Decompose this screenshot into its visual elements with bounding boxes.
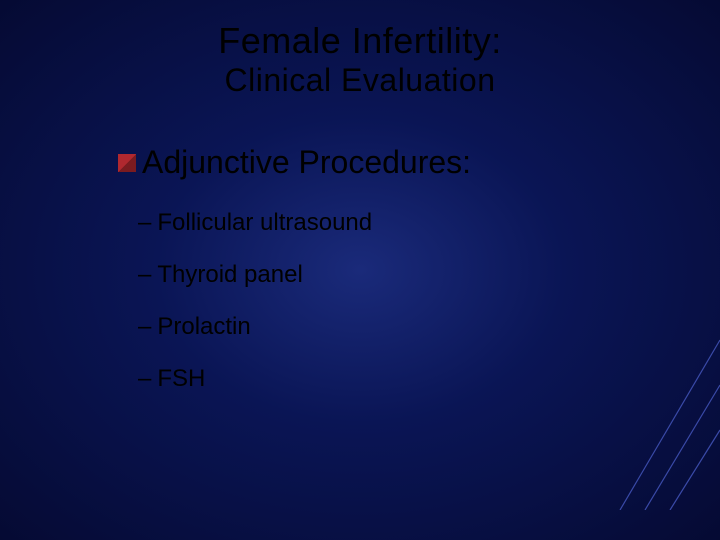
- title-block: Female Infertility: Clinical Evaluation: [0, 20, 720, 99]
- title-sub: Clinical Evaluation: [0, 62, 720, 99]
- dash-icon: –: [138, 313, 151, 340]
- dash-icon: –: [138, 365, 151, 392]
- bullet-level1: Adjunctive Procedures:: [118, 144, 720, 181]
- slide-container: Female Infertility: Clinical Evaluation …: [0, 0, 720, 540]
- bullet-level2-item: –Prolactin: [118, 313, 720, 341]
- level1-text: Adjunctive Procedures:: [142, 144, 471, 181]
- level2-text: Prolactin: [157, 313, 250, 340]
- bullet-level2-item: –Thyroid panel: [118, 261, 720, 289]
- dash-icon: –: [138, 209, 151, 236]
- bullet-level2-item: –Follicular ultrasound: [118, 209, 720, 237]
- level2-text: FSH: [157, 365, 205, 392]
- dash-icon: –: [138, 261, 151, 288]
- content-area: Adjunctive Procedures: –Follicular ultra…: [0, 144, 720, 393]
- level2-text: Thyroid panel: [157, 261, 302, 288]
- title-main: Female Infertility:: [0, 20, 720, 62]
- level2-text: Follicular ultrasound: [157, 209, 372, 236]
- bullet-level2-item: –FSH: [118, 365, 720, 393]
- square-bullet-icon: [118, 154, 136, 172]
